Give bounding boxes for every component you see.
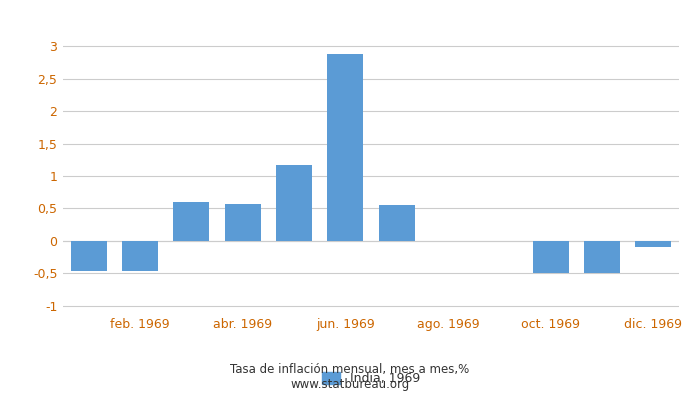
Bar bbox=[174, 202, 209, 241]
Text: www.statbureau.org: www.statbureau.org bbox=[290, 378, 410, 391]
Bar bbox=[276, 165, 312, 241]
Bar bbox=[636, 241, 671, 247]
Bar bbox=[71, 241, 106, 271]
Text: Tasa de inflación mensual, mes a mes,%: Tasa de inflación mensual, mes a mes,% bbox=[230, 364, 470, 376]
Bar bbox=[328, 54, 363, 241]
Bar bbox=[122, 241, 158, 271]
Bar bbox=[379, 205, 414, 241]
Legend: India, 1969: India, 1969 bbox=[316, 367, 426, 390]
Bar bbox=[533, 241, 568, 273]
Bar bbox=[225, 204, 260, 241]
Bar bbox=[584, 241, 620, 273]
